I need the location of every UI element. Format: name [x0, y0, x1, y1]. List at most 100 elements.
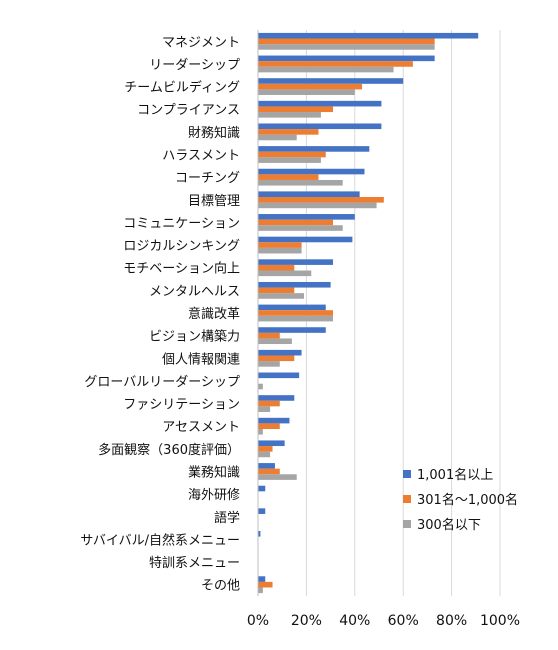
bar [258, 202, 377, 209]
bar [258, 304, 326, 311]
category-label: ビジョン構築力 [149, 330, 240, 345]
x-tick-label: 20% [291, 613, 322, 629]
category-label: 業務知識 [188, 464, 240, 480]
bar [258, 446, 273, 452]
category-label: コーチング [175, 171, 240, 186]
bar [258, 78, 404, 84]
bar [258, 112, 321, 118]
bar [258, 349, 302, 356]
category-label: グローバルリーダーシップ [84, 375, 240, 390]
bar [258, 146, 370, 152]
category-label: 意識改革 [188, 306, 240, 322]
bar [258, 474, 297, 480]
bar [258, 327, 326, 333]
legend-label: 1,001名以上 [417, 467, 493, 483]
category-label: 海外研修 [188, 488, 240, 503]
bar [258, 423, 280, 429]
category-label: アセスメント [162, 420, 240, 435]
bar [258, 225, 343, 231]
category-label: メンタルヘルス [149, 284, 240, 299]
bar [258, 242, 302, 248]
bar [258, 134, 297, 141]
bar [258, 406, 271, 412]
bar [258, 168, 365, 175]
legend: 1,001名以上 301名～1,000名 300名以下 [403, 467, 518, 533]
bar [258, 576, 266, 582]
bar [258, 44, 435, 50]
bar [258, 485, 266, 492]
bar [258, 197, 384, 203]
bar [258, 100, 382, 107]
bar [258, 219, 334, 226]
bar [258, 287, 295, 294]
bar [258, 123, 382, 130]
bar [258, 106, 334, 113]
bar [258, 129, 319, 135]
bar [258, 89, 355, 95]
bar [258, 55, 435, 62]
category-label: チームビルディング [124, 80, 240, 96]
bar [258, 179, 343, 186]
bar [258, 581, 273, 588]
bar [258, 191, 360, 197]
bar [258, 315, 334, 322]
x-tick-label: 40% [339, 613, 370, 629]
legend-label: 301名～1,000名 [417, 492, 518, 508]
category-label: リーダーシップ [149, 58, 240, 73]
bar [258, 383, 263, 390]
bar [258, 157, 321, 163]
x-tick-label: 60% [388, 613, 419, 629]
bar [258, 587, 263, 594]
legend-swatch [403, 470, 411, 478]
tick-labels: 0% 20% 40% 60% 80% 100% [247, 613, 520, 629]
category-label: マネジメント [162, 35, 240, 50]
bar [258, 355, 295, 362]
category-labels: マネジメントリーダーシップチームビルディングコンプライアンス財務知識ハラスメント… [80, 35, 240, 593]
bar [258, 338, 292, 345]
bar [258, 463, 275, 469]
category-label: 多面観察（360度評価） [98, 442, 240, 458]
bar [258, 417, 290, 424]
legend-label: 300名以下 [417, 517, 481, 533]
bars [258, 32, 479, 594]
bar [258, 281, 331, 288]
bar [258, 61, 413, 67]
bar [258, 259, 334, 265]
bar [258, 400, 280, 407]
bar [258, 66, 394, 73]
bar [258, 293, 304, 299]
bar [258, 32, 479, 39]
category-label: 特訓系メニュー [149, 555, 240, 571]
bar [258, 361, 280, 367]
bar [258, 468, 280, 475]
category-label: 目標管理 [188, 194, 240, 209]
category-label: コンプライアンス [137, 103, 240, 118]
bar [258, 451, 271, 458]
bar [258, 264, 295, 271]
legend-swatch [403, 495, 411, 503]
bar [258, 508, 266, 514]
category-label: 財務知識 [188, 125, 240, 141]
bar [258, 236, 353, 243]
category-label: その他 [201, 579, 240, 594]
category-label: 個人情報関連 [162, 352, 240, 367]
category-label: コミュニケーション [123, 216, 240, 231]
bar [258, 83, 363, 90]
bar [258, 270, 312, 277]
bar [258, 214, 355, 220]
bar [258, 440, 285, 447]
category-label: ファシリテーション [123, 398, 240, 413]
bar [258, 247, 302, 254]
legend-swatch [403, 520, 411, 528]
bar [258, 151, 326, 158]
category-label: ハラスメント [162, 149, 240, 164]
x-tick-label: 100% [480, 613, 520, 629]
bar [258, 310, 334, 316]
x-tick-label: 80% [436, 613, 467, 629]
category-label: ロジカルシンキング [123, 239, 240, 254]
bar [258, 332, 280, 339]
bar [258, 38, 435, 45]
category-label: 語学 [214, 510, 240, 526]
category-label: モチベーション向上 [123, 261, 240, 277]
